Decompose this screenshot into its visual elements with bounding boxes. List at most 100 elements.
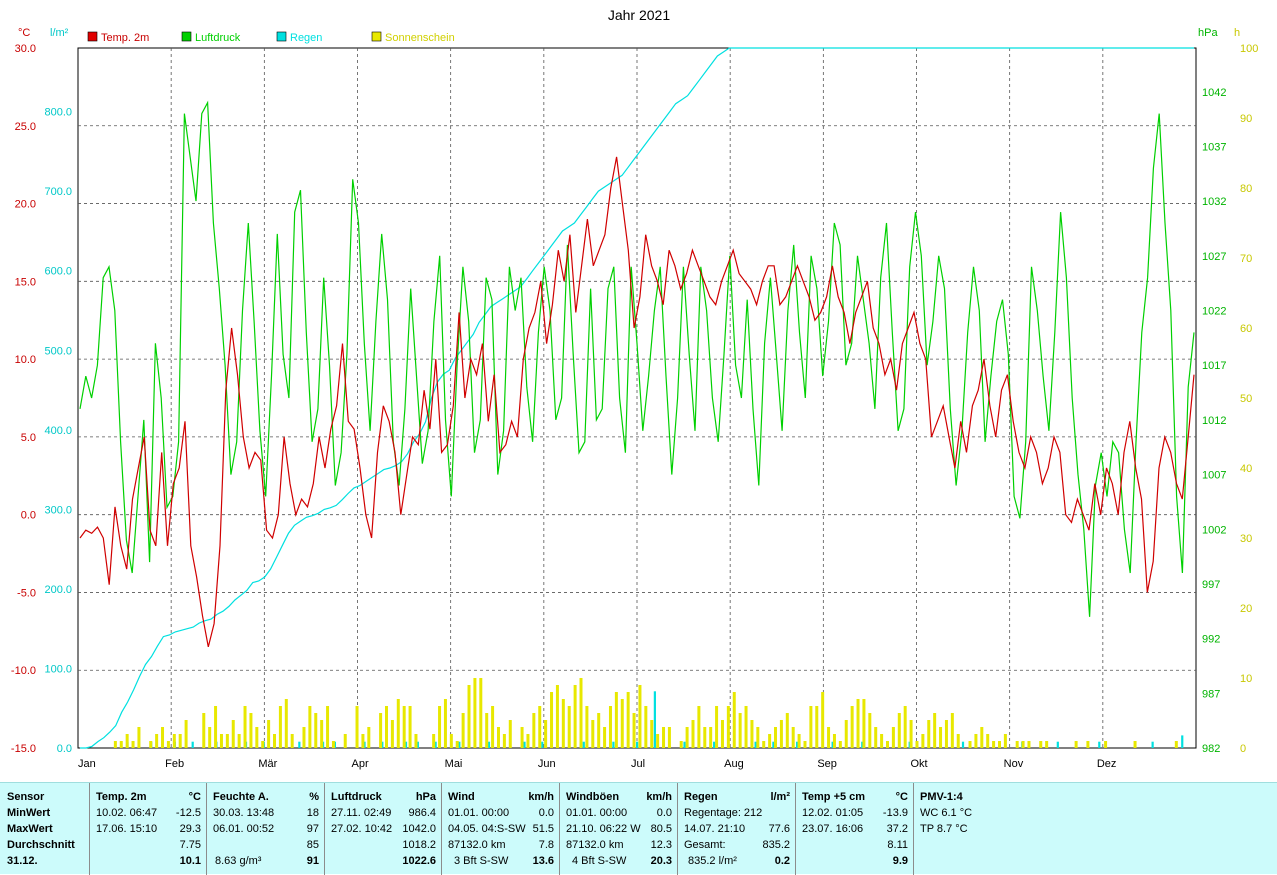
sunshine-bar — [880, 734, 884, 748]
pressure-tick-label: 992 — [1202, 634, 1220, 646]
rain-bar — [772, 741, 775, 748]
sunshine-bar — [390, 720, 394, 748]
sunshine-bar — [449, 734, 453, 748]
sunshine-tick-label: 30 — [1240, 533, 1252, 545]
sunshine-bar — [838, 741, 842, 748]
sunshine-bar — [438, 706, 442, 748]
rain-total: 835.2 — [762, 839, 790, 851]
pressure-tick-label: 1007 — [1202, 470, 1226, 482]
sunshine-bar — [361, 734, 365, 748]
stats-col-gusts: Windböen km/h 01.01. 00:00 0.0 21.10. 06:2… — [559, 783, 678, 875]
sunshine-bar — [550, 692, 554, 748]
sunshine-bar — [709, 727, 713, 748]
current-date: 31.12. — [7, 855, 38, 867]
sunshine-bar — [774, 727, 778, 748]
sunshine-bar — [1104, 741, 1108, 748]
month-tick-label: Aug — [724, 758, 744, 770]
sunshine-bar — [496, 727, 500, 748]
pmv-header: PMV-1:4 — [920, 791, 963, 803]
temp-tick-label: -10.0 — [11, 665, 36, 677]
rain-bar — [795, 741, 799, 748]
rain-tick-label: 700.0 — [44, 186, 72, 198]
legend-swatch — [276, 31, 287, 42]
sunshine-bar — [267, 720, 271, 748]
sunshine-bar — [384, 706, 388, 748]
sunshine-bar — [408, 706, 412, 748]
month-tick-label: Feb — [165, 758, 184, 770]
legend-label: Sonnenschein — [385, 32, 455, 44]
legend: Temp. 2m Luftdruck Regen Sonnenschein — [87, 31, 455, 44]
rain-bar — [363, 741, 366, 748]
legend-swatch — [87, 31, 98, 42]
rain-bar — [523, 741, 526, 748]
rain-tick-label: 100.0 — [44, 663, 72, 675]
rain-bar — [831, 741, 834, 748]
pressure-tick-label: 1042 — [1202, 87, 1226, 99]
month-tick-label: Okt — [911, 758, 928, 770]
sunshine-bar — [526, 734, 530, 748]
rain-max-value: 77.6 — [768, 823, 790, 835]
temp-tick-label: 15.0 — [15, 276, 36, 288]
pressure-max-time: 27.02. 10:42 — [331, 823, 393, 835]
temp5-min-value: -13.9 — [882, 807, 908, 819]
rain-total-text: 835.2 l/m² — [688, 855, 737, 867]
temp-average: 7.75 — [179, 839, 201, 851]
month-tick-label: Nov — [1004, 758, 1024, 770]
chart-title: Jahr 2021 — [608, 7, 670, 23]
legend-label: Temp. 2m — [101, 32, 149, 44]
sunshine-bar — [644, 706, 648, 748]
sunshine-bar — [314, 713, 318, 748]
month-tick-label: Mär — [258, 758, 277, 770]
sunshine-bar — [791, 727, 795, 748]
rain-unit: l/m² — [770, 791, 790, 803]
legend-swatch — [371, 31, 382, 42]
month-tick-label: Dez — [1097, 758, 1117, 770]
sunshine-bar — [632, 713, 636, 748]
stats-col-temp: Temp. 2m °C 10.02. 06:47 -12.5 17.06. 15:1… — [89, 783, 207, 875]
wind-distance: 87132.0 km — [448, 839, 506, 851]
sunshine-bar — [155, 734, 159, 748]
sunshine-bar — [1027, 741, 1031, 748]
pressure-series-line — [79, 100, 1195, 617]
sunshine-bar — [656, 734, 660, 748]
sunshine-bar — [1086, 741, 1090, 748]
sunshine-bar — [591, 720, 595, 748]
pressure-tick-label: 997 — [1202, 579, 1220, 591]
sunshine-bar — [225, 734, 229, 748]
sunshine-bar — [750, 720, 754, 748]
sunshine-bar — [897, 713, 901, 748]
pmv-dewpoint: TP 8.7 °C — [920, 823, 968, 835]
sunshine-bar — [650, 720, 654, 748]
sunshine-bar — [809, 706, 813, 748]
temp-tick-label: -5.0 — [17, 587, 36, 599]
temp-max-value: 29.3 — [179, 823, 201, 835]
sunshine-bar — [821, 692, 825, 748]
sunshine-bar — [538, 706, 542, 748]
sunshine-bar — [119, 741, 123, 748]
statistics-panel: Sensor MinWert MaxWert Durchschnitt 31.1… — [0, 782, 1277, 875]
sunshine-bar — [614, 692, 618, 748]
rain-bar — [487, 741, 491, 748]
sunshine-bar — [567, 706, 571, 748]
sunshine-bar — [679, 741, 683, 748]
temp-max-time: 17.06. 15:10 — [96, 823, 158, 835]
temp-unit-label: °C — [18, 27, 30, 39]
humidity-unit: % — [309, 791, 319, 803]
sunshine-bar — [308, 706, 312, 748]
sunshine-bar — [125, 734, 129, 748]
pressure-min-time: 27.11. 02:49 — [331, 807, 392, 819]
pressure-tick-label: 982 — [1202, 743, 1220, 755]
rain-days: Regentage: 212 — [684, 807, 763, 819]
sunshine-tick-label: 90 — [1240, 113, 1252, 125]
sunshine-tick-label: 10 — [1240, 673, 1252, 685]
sunshine-bar — [561, 699, 565, 748]
wind-max-value: 51.5 — [532, 823, 554, 835]
sunshine-bar — [532, 713, 536, 748]
rain-bar — [754, 741, 757, 748]
sunshine-bar — [803, 741, 807, 748]
temp-tick-label: 30.0 — [15, 43, 36, 55]
sunshine-bar — [1003, 734, 1007, 748]
rain-tick-label: 400.0 — [44, 425, 72, 437]
pressure-tick-label: 1037 — [1202, 141, 1226, 153]
sunshine-bar — [974, 734, 978, 748]
